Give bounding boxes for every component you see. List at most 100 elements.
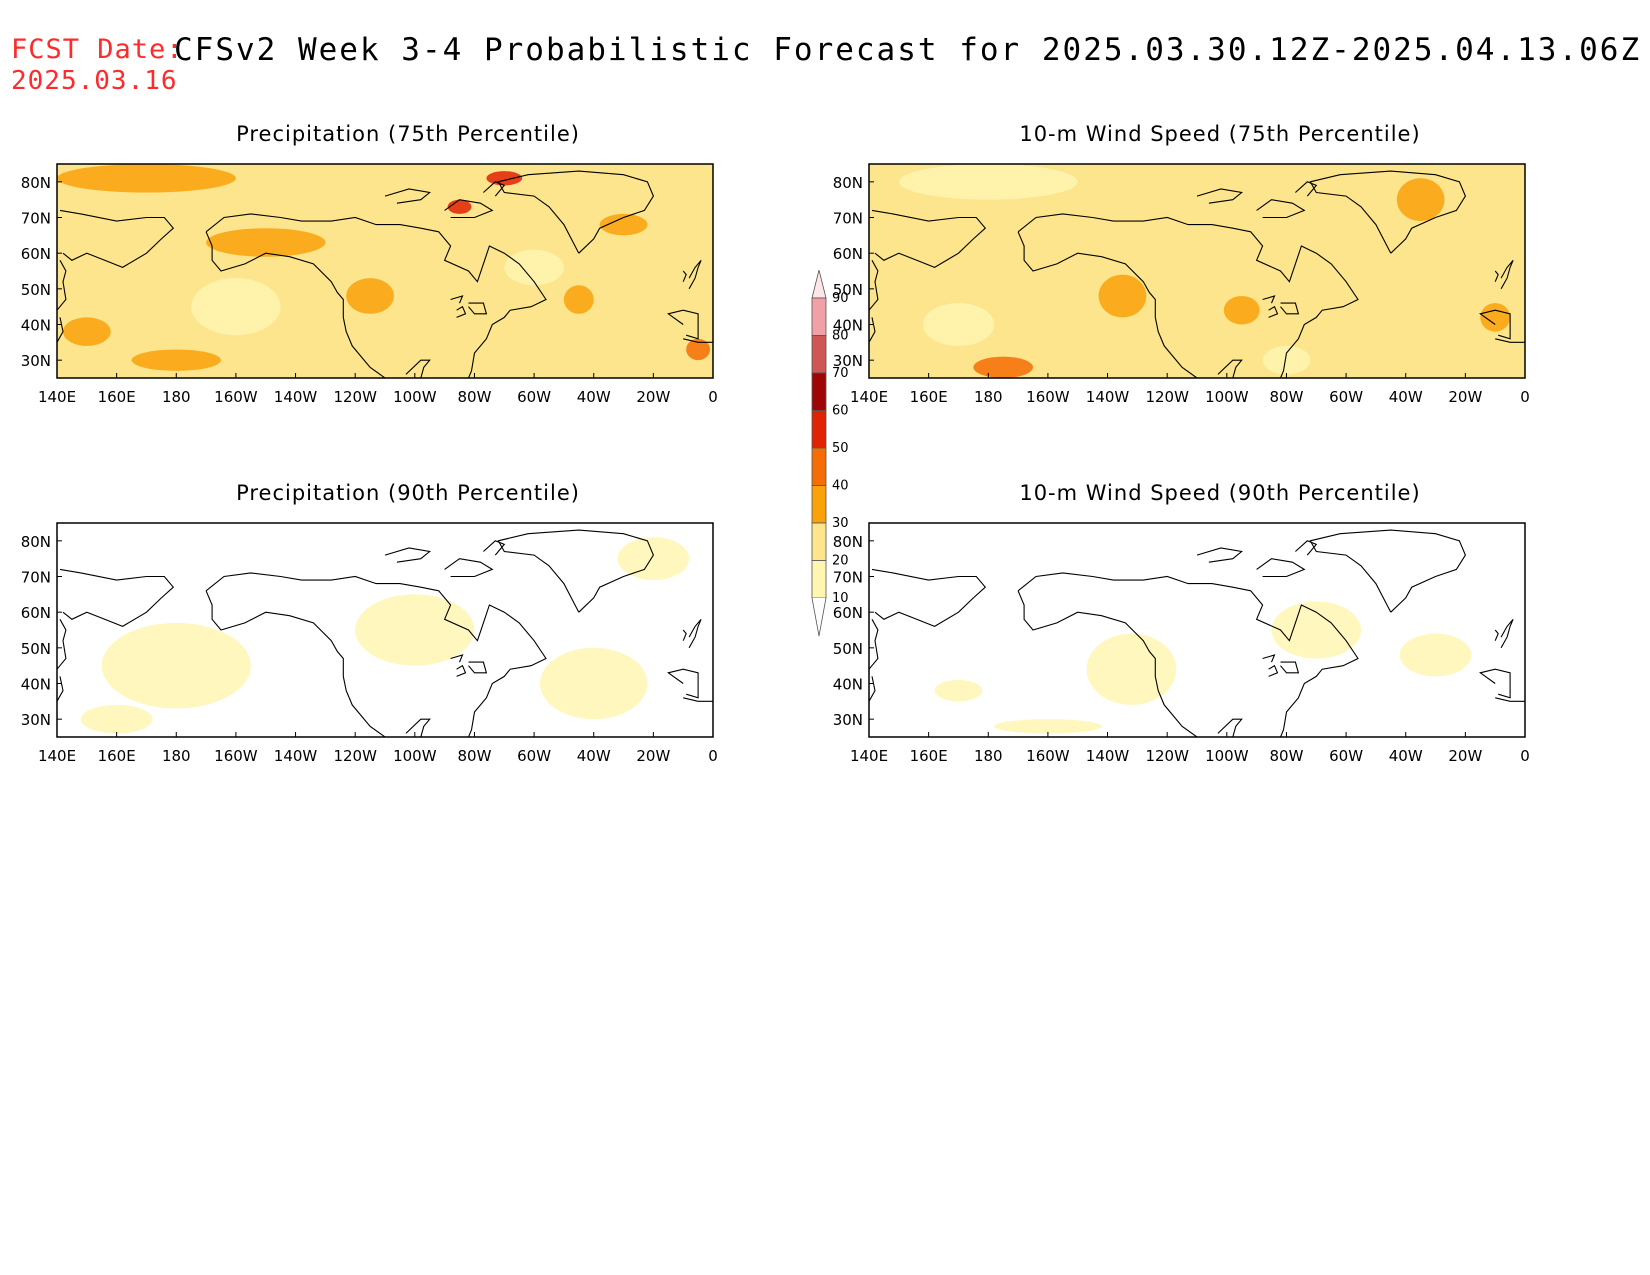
probability-contour	[934, 679, 983, 702]
colorbar-swatch	[811, 522, 827, 561]
coastline	[869, 317, 876, 343]
map-wind-90: 140E 160E 180 160W 140W 120W 100W 80W 60W 40W 20W 0…	[833, 522, 1530, 765]
colorbar-label: 70	[832, 366, 849, 381]
probability-contour	[486, 171, 523, 186]
lon-tick-label: 80W	[457, 388, 491, 406]
lon-tick-label: 160W	[1026, 388, 1070, 406]
coastline	[57, 317, 64, 343]
coastline	[483, 181, 506, 197]
lat-tick-label: 60N	[21, 604, 51, 622]
colorbar-label: 50	[832, 441, 849, 456]
lon-tick-label: 140E	[38, 747, 76, 765]
coastline	[869, 676, 876, 702]
coastline	[384, 188, 431, 204]
lon-tick-label: 40W	[577, 747, 611, 765]
coastline	[205, 590, 386, 737]
coastline	[1494, 270, 1499, 282]
coastline	[1295, 540, 1318, 556]
coastline	[1495, 697, 1525, 702]
lon-tick-label: 180	[162, 747, 191, 765]
probability-contour	[80, 704, 153, 734]
fcst-date-value: 2025.03.16	[11, 66, 178, 96]
coastline	[456, 305, 467, 318]
lat-tick-label: 80N	[21, 533, 51, 551]
coastline	[667, 309, 699, 340]
lon-tick-label: 20W	[636, 747, 670, 765]
coastline	[1262, 295, 1276, 304]
coastline	[1017, 213, 1359, 378]
panel-precip-75: Precipitation (75th Percentile) 140E 160E…	[0, 122, 760, 406]
lon-tick-label: 20W	[1448, 388, 1482, 406]
lon-tick-label: 180	[162, 388, 191, 406]
lat-tick-label: 40N	[833, 676, 863, 694]
lon-tick-label: 80W	[1269, 388, 1303, 406]
coastline	[1196, 547, 1243, 563]
coastline	[1295, 181, 1318, 197]
lon-tick-label: 100W	[1205, 388, 1249, 406]
lat-tick-label: 50N	[833, 281, 863, 299]
coastline	[405, 359, 431, 378]
lon-tick-label: 120W	[1145, 388, 1189, 406]
lat-tick-label: 70N	[833, 210, 863, 228]
probability-contour	[62, 317, 111, 346]
coastline	[1262, 654, 1276, 663]
probability-contour	[973, 356, 1033, 378]
coastline	[444, 558, 494, 578]
lon-tick-label: 140E	[38, 388, 76, 406]
coastline	[497, 529, 655, 613]
colorbar-label: 90	[832, 291, 849, 306]
lon-tick-label: 100W	[1205, 747, 1249, 765]
coastline	[1217, 718, 1243, 737]
lon-tick-label: 120W	[333, 388, 377, 406]
probability-contour	[1480, 303, 1511, 332]
map-background	[869, 523, 1525, 737]
lon-tick-label: 80W	[1269, 747, 1303, 765]
colorbar-label: 30	[832, 516, 849, 531]
colorbar-label: 20	[832, 554, 849, 569]
lon-tick-label: 160E	[910, 747, 948, 765]
coastline	[683, 338, 713, 343]
probability-contour	[540, 647, 648, 720]
lat-tick-label: 40N	[21, 676, 51, 694]
lat-tick-label: 60N	[21, 245, 51, 263]
coastline	[59, 209, 175, 269]
colorbar-swatch	[811, 447, 827, 486]
lon-tick-label: 100W	[393, 747, 437, 765]
coastline	[871, 568, 987, 628]
lon-tick-label: 140E	[850, 747, 888, 765]
coastline	[682, 270, 687, 282]
coastline	[1280, 302, 1300, 315]
coastline	[205, 231, 386, 378]
colorbar-bottom-arrow	[811, 597, 827, 637]
lon-tick-label: 120W	[1145, 747, 1189, 765]
colorbar-swatch	[811, 372, 827, 411]
colorbar-swatch	[811, 485, 827, 524]
lon-tick-label: 20W	[1448, 747, 1482, 765]
coastline	[1017, 590, 1198, 737]
lon-tick-label: 0	[1520, 388, 1530, 406]
probability-contour	[1271, 601, 1361, 659]
probability-contour	[599, 213, 648, 236]
coastline	[688, 618, 702, 649]
lat-tick-label: 50N	[21, 640, 51, 658]
probability-contour	[57, 164, 236, 193]
lon-tick-label: 80W	[457, 747, 491, 765]
panel-precip-90: Precipitation (90th Percentile) 140E 160E…	[0, 481, 760, 765]
coastline	[1479, 668, 1511, 699]
lon-tick-label: 40W	[1389, 388, 1423, 406]
lat-tick-label: 80N	[833, 174, 863, 192]
lat-tick-label: 50N	[21, 281, 51, 299]
colorbar-swatch	[811, 560, 827, 599]
probability-contour	[1396, 178, 1445, 222]
lon-tick-label: 140W	[1086, 747, 1130, 765]
probability-contour	[191, 278, 281, 336]
fcst-date-label: FCST Date:	[11, 34, 184, 65]
lon-tick-label: 60W	[517, 388, 551, 406]
shading-layer	[869, 164, 1525, 378]
coastline	[450, 295, 464, 304]
coastline	[1479, 309, 1511, 340]
lon-tick-label: 160E	[98, 388, 136, 406]
lon-tick-label: 160E	[910, 388, 948, 406]
coastline	[1196, 188, 1243, 204]
lat-tick-label: 30N	[21, 352, 51, 370]
